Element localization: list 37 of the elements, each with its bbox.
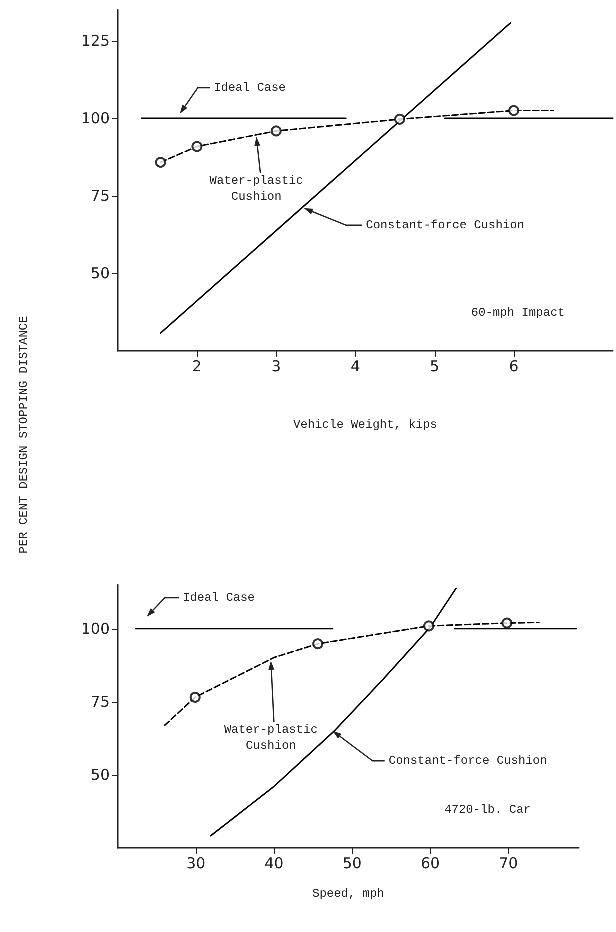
- x-tick-label: 50: [342, 854, 362, 872]
- annotation: Constant-force Cushion: [388, 754, 548, 768]
- x-axis-title: Vehicle Weight, kips: [293, 418, 438, 432]
- x-axis-title: Speed, mph: [312, 887, 385, 901]
- y-tick-label: 100: [81, 110, 110, 128]
- point: [190, 692, 201, 704]
- annotation: Constant-force Cushion: [366, 218, 525, 232]
- point: [423, 620, 434, 632]
- annotation: 60-mph Impact: [471, 306, 565, 320]
- x-tick-label: 4: [350, 358, 360, 376]
- x-tick-label: 40: [264, 854, 284, 872]
- y-tick-label: 75: [90, 692, 110, 711]
- y-tick-label: 100: [81, 620, 110, 638]
- annotation: Water-plastic Cushion: [210, 174, 304, 204]
- x-tick-label: 70: [499, 854, 518, 872]
- point: [502, 618, 513, 629]
- y-tick-label: 125: [81, 32, 110, 50]
- y-axis-title: PER CENT DESIGN STOPPING DISTANCE: [17, 316, 31, 554]
- x-tick-label: 60: [420, 854, 440, 872]
- y-tick-label: 50: [90, 264, 110, 282]
- x-tick-label: 30: [186, 854, 206, 872]
- point: [312, 638, 324, 650]
- point: [508, 105, 520, 116]
- x-tick-label: 5: [430, 358, 440, 376]
- point: [155, 157, 166, 168]
- annotation: Water-plastic Cushion: [224, 722, 318, 753]
- x-tick-label: 6: [509, 358, 519, 376]
- x-tick-label: 2: [192, 358, 202, 376]
- annotation: Ideal Case: [214, 81, 286, 95]
- y-tick-label: 50: [90, 766, 110, 784]
- y-tick-label: 75: [90, 187, 110, 205]
- point: [192, 141, 203, 152]
- point: [270, 126, 282, 137]
- point: [394, 114, 406, 125]
- annotation: Ideal Case: [183, 591, 256, 605]
- x-tick-label: 3: [272, 358, 282, 376]
- annotation: 4720-lb. Car: [444, 803, 531, 817]
